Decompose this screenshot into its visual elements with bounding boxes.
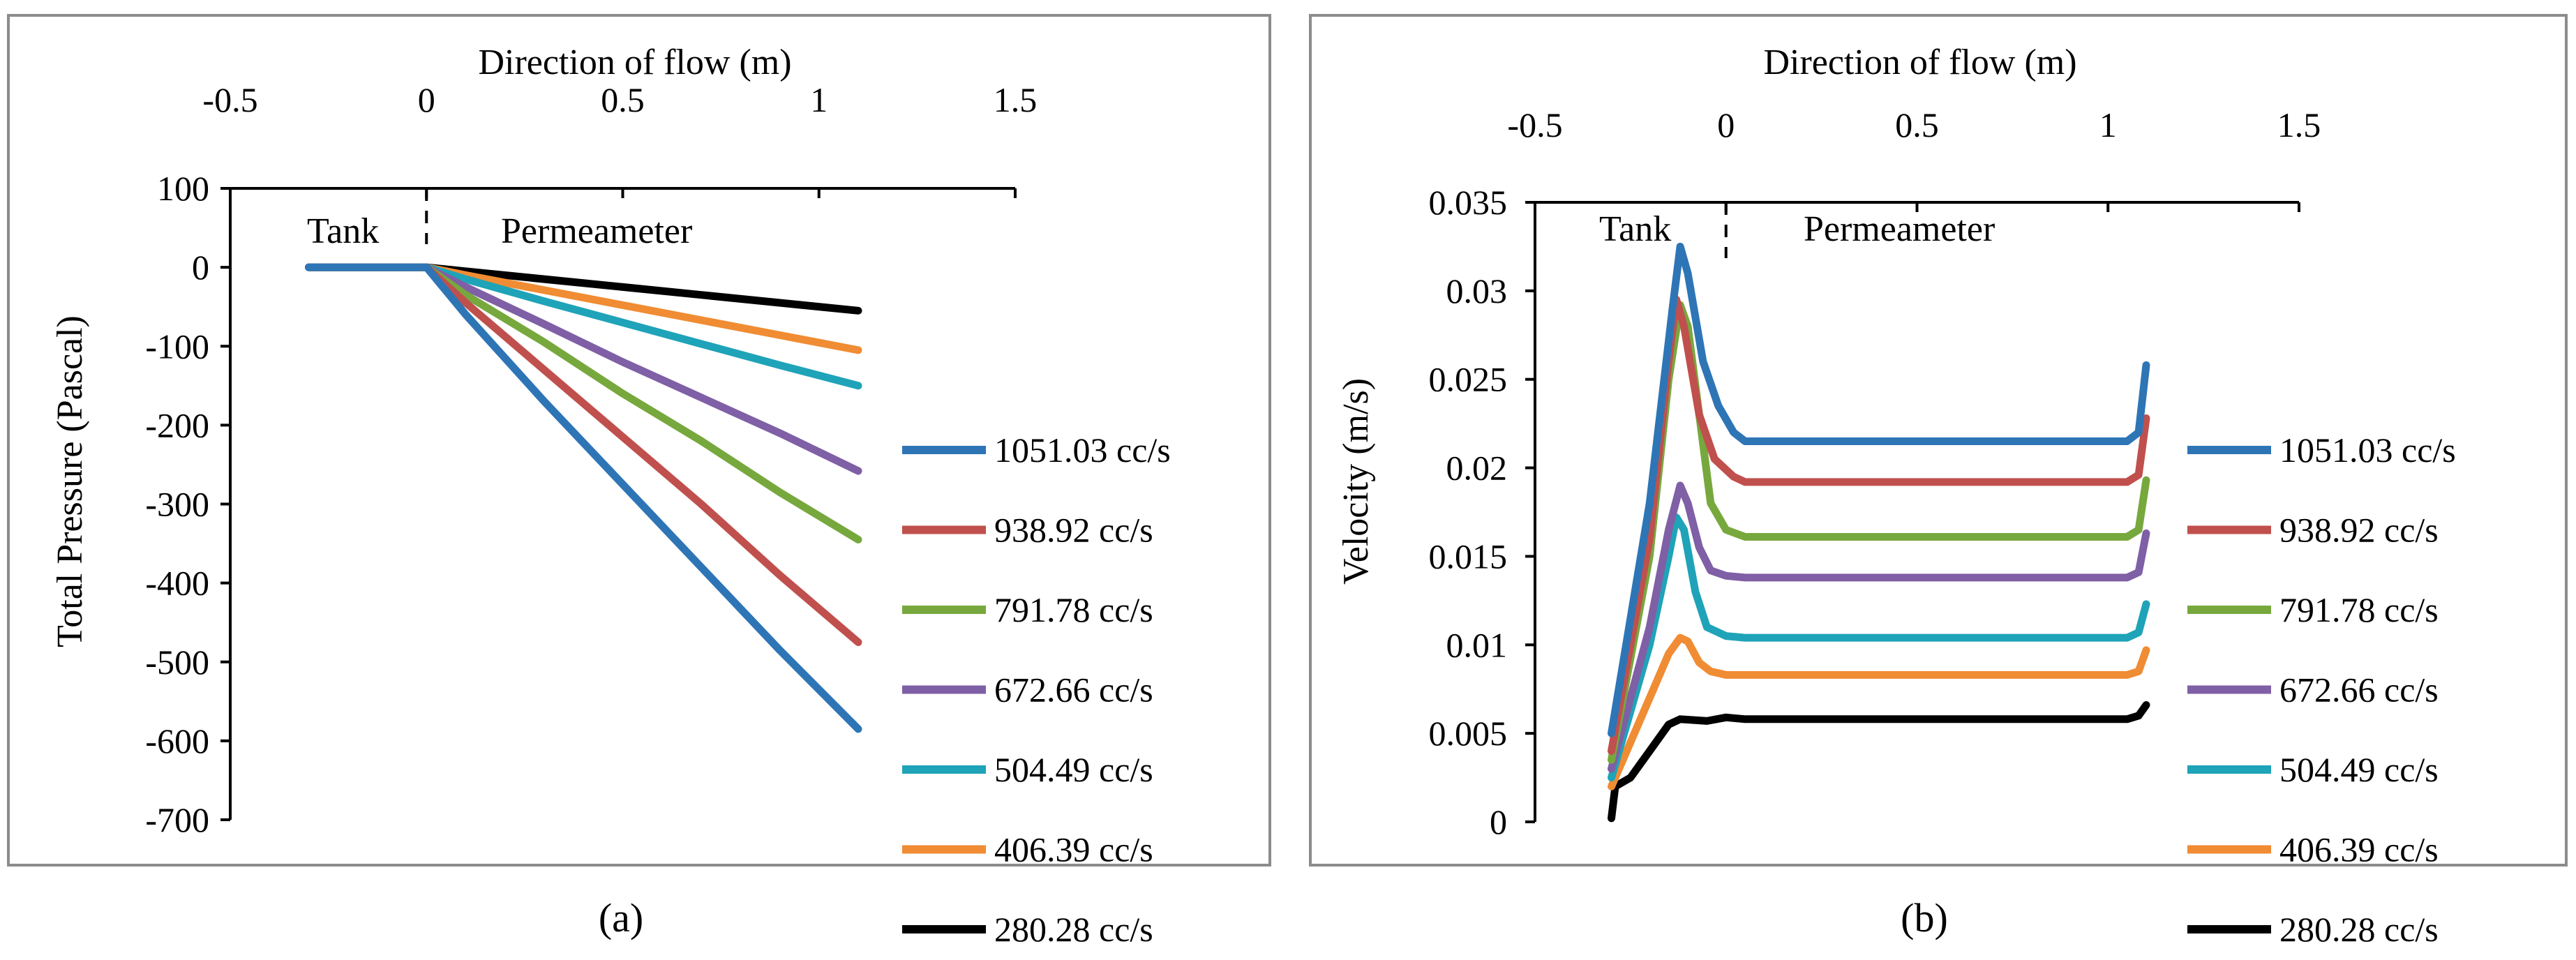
panel-b-tank-label: Tank bbox=[1599, 209, 1671, 249]
panel-b-permeameter-label: Permeameter bbox=[1804, 209, 1995, 249]
panel-b-series-line bbox=[1608, 242, 2150, 737]
panel-b-legend-label: 406.39 cc/s bbox=[2279, 830, 2439, 869]
panel-a-legend-label: 672.66 cc/s bbox=[994, 670, 1153, 710]
panel-b-legend-label: 504.49 cc/s bbox=[2279, 750, 2439, 789]
panel-b-frame bbox=[1309, 14, 2568, 867]
panel-b-y-tick-label: 0.03 bbox=[1446, 271, 1508, 310]
panel-a-y-tick-label: -200 bbox=[145, 405, 209, 444]
panel-b-series-line bbox=[1608, 701, 2150, 823]
panel-b-legend-label: 1051.03 cc/s bbox=[2279, 430, 2456, 470]
panel-a-y-tick-label: -300 bbox=[145, 485, 209, 524]
panel-a-y-tick-label: -500 bbox=[145, 643, 209, 682]
panel-b-tick-labels: 0.035 0.03 0.025 0.02 0.015 0.01 0.005 0 -0.5 0 0.… bbox=[1429, 105, 2321, 841]
panel-a-legend-label: 280.28 cc/s bbox=[994, 910, 1153, 949]
panel-b-y-axis-title: Velocity (m/s) bbox=[1336, 378, 1376, 585]
panel-a-tick-labels: 100 0 -100 -200 -300 -400 -500 -600 -700 -0.5 0 0.5… bbox=[145, 80, 1037, 839]
panel-a-y-tick-label: -600 bbox=[145, 721, 209, 760]
panel-b-caption: (b) bbox=[1901, 895, 1948, 940]
panel-a-legend-label: 406.39 cc/s bbox=[994, 830, 1153, 869]
panel-a-frame bbox=[7, 14, 1271, 867]
panel-a: Direction of flow (m) Total Pressure (Pa… bbox=[7, 14, 1271, 949]
panel-a-x-tick-label: 1 bbox=[810, 80, 828, 119]
panel-a-series-lines bbox=[305, 263, 862, 733]
panel-a-y-tick-label: 100 bbox=[157, 169, 209, 208]
panel-b-y-tick-label: 0.005 bbox=[1429, 714, 1508, 753]
panel-a-y-tick-label: 0 bbox=[192, 248, 209, 287]
panel-b-ticks bbox=[1525, 201, 2300, 823]
panel-b-legend-label: 791.78 cc/s bbox=[2279, 590, 2439, 629]
panel-a-legend-label: 504.49 cc/s bbox=[994, 750, 1153, 789]
panel-b-series-line bbox=[1608, 481, 2150, 773]
panel-b-legend-label: 938.92 cc/s bbox=[2279, 511, 2439, 550]
panel-a-series-line bbox=[305, 263, 862, 733]
panel-b-y-tick-label: 0.01 bbox=[1446, 625, 1508, 664]
panel-a-legend: 1051.03 cc/s 938.92 cc/s 791.78 cc/s 672.66… bbox=[902, 430, 1171, 949]
panel-a-y-tick-label: -100 bbox=[145, 327, 209, 366]
panel-a-x-axis-title: Direction of flow (m) bbox=[478, 43, 791, 82]
panel-b-x-axis-title: Direction of flow (m) bbox=[1763, 43, 2076, 82]
panel-a-caption: (a) bbox=[599, 895, 643, 940]
panel-a-permeameter-label: Permeameter bbox=[501, 211, 692, 251]
panel-b-legend: 1051.03 cc/s 938.92 cc/s 791.78 cc/s 672.66… bbox=[2187, 430, 2456, 949]
panel-b-x-tick-label: -0.5 bbox=[1507, 105, 1562, 144]
panel-b-x-tick-label: 0.5 bbox=[1895, 105, 1939, 144]
panel-a-ticks bbox=[220, 187, 1017, 821]
panel-b-series-lines bbox=[1608, 242, 2150, 823]
panel-b-y-tick-label: 0.015 bbox=[1429, 537, 1508, 576]
panel-a-y-tick-label: -700 bbox=[145, 800, 209, 839]
panel-b-y-tick-label: 0.025 bbox=[1429, 360, 1508, 399]
panel-b-series-line bbox=[1608, 513, 2150, 782]
panel-b-y-tick-label: 0 bbox=[1490, 802, 1507, 841]
panel-b-x-tick-label: 1.5 bbox=[2277, 105, 2321, 144]
panel-a-x-tick-label: -0.5 bbox=[202, 80, 257, 119]
panel-a-series-line bbox=[305, 263, 862, 315]
panel-a-series-line bbox=[305, 263, 862, 646]
panel-a-x-tick-label: 1.5 bbox=[994, 80, 1038, 119]
panel-a-x-tick-label: 0 bbox=[418, 80, 435, 119]
panel-a-legend-label: 1051.03 cc/s bbox=[994, 430, 1171, 470]
panel-b-x-tick-label: 1 bbox=[2099, 105, 2117, 144]
panel-b-legend-label: 280.28 cc/s bbox=[2279, 910, 2439, 949]
panel-b-legend-label: 672.66 cc/s bbox=[2279, 670, 2439, 710]
panel-a-x-tick-label: 0.5 bbox=[601, 80, 645, 119]
panel-a-legend-label: 791.78 cc/s bbox=[994, 590, 1153, 629]
panel-b-series-line bbox=[1608, 633, 2150, 790]
panel-b-y-tick-label: 0.035 bbox=[1429, 183, 1508, 222]
panel-b: Direction of flow (m) Velocity (m/s) Tan… bbox=[1309, 14, 2568, 949]
panel-b-y-tick-label: 0.02 bbox=[1446, 449, 1508, 488]
panel-a-y-tick-label: -400 bbox=[145, 564, 209, 603]
panel-a-tank-label: Tank bbox=[307, 211, 379, 251]
panel-b-x-tick-label: 0 bbox=[1717, 105, 1735, 144]
panel-a-y-axis-title: Total Pressure (Pascal) bbox=[50, 315, 90, 647]
panel-a-legend-label: 938.92 cc/s bbox=[994, 511, 1153, 550]
